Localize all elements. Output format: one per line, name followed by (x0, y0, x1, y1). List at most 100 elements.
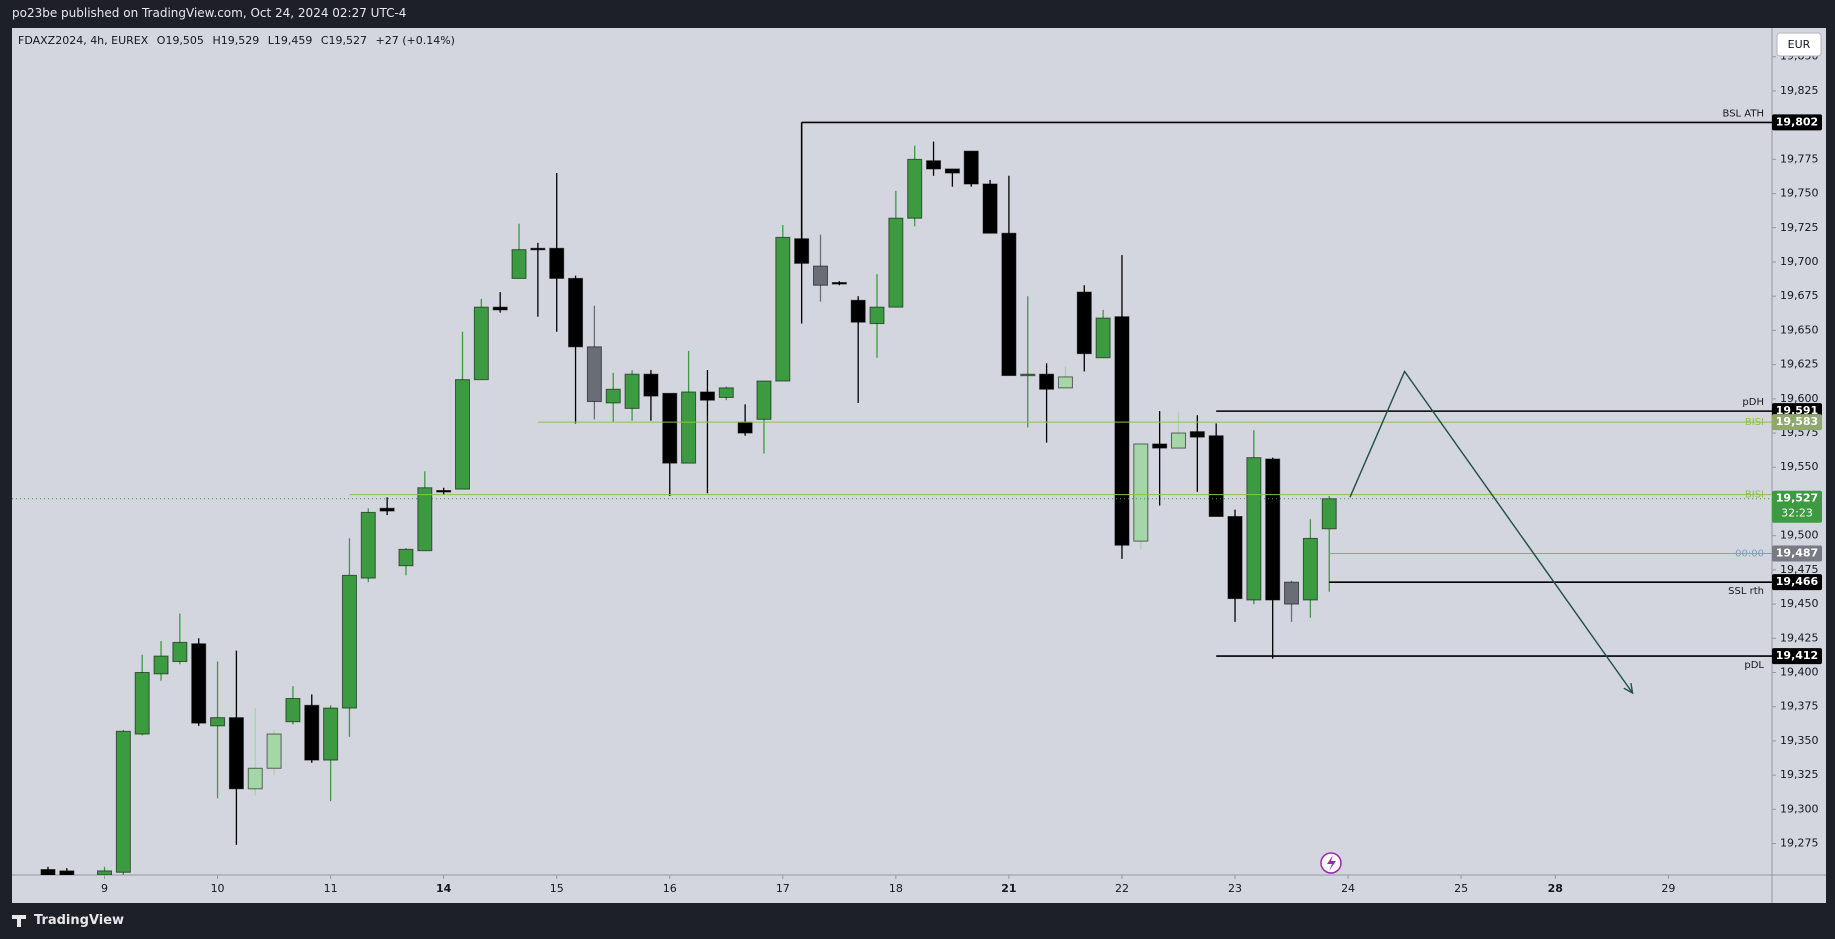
ohlc-open: O19,505 (156, 34, 204, 47)
candle-body (97, 870, 113, 875)
level-label: SSL rth (1728, 586, 1764, 597)
candle-body (1114, 316, 1130, 546)
level-label: pDL (1744, 660, 1764, 671)
ohlc-high: H19,529 (212, 34, 260, 47)
price-badge-label: 19,802 (1776, 115, 1818, 128)
y-tick-label: 19,300 (1780, 802, 1819, 815)
current-price-badge (1772, 490, 1822, 523)
candle-body (360, 511, 376, 579)
x-tick-label: 10 (211, 882, 225, 895)
y-tick-label: 19,825 (1780, 84, 1819, 97)
price-axis (1772, 28, 1826, 875)
brand-logo (12, 915, 26, 927)
candle-body (210, 717, 226, 727)
current-price-label: 19,527 (1776, 492, 1818, 505)
x-tick-label: 18 (889, 882, 903, 895)
price-badge (1772, 574, 1822, 591)
candle-body (473, 306, 489, 381)
candle-body (266, 733, 282, 769)
brand[interactable]: TradingView (34, 913, 125, 928)
x-tick-label: 23 (1228, 882, 1242, 895)
candle-body (59, 870, 75, 875)
currency-badge[interactable] (1776, 32, 1822, 57)
candle-body (982, 183, 998, 234)
y-tick-label: 19,675 (1780, 289, 1819, 302)
candle-body (643, 373, 659, 397)
candle-body (1076, 291, 1092, 355)
y-tick-label: 19,450 (1780, 597, 1819, 610)
candle-body (963, 150, 979, 185)
countdown-label: 32:23 (1781, 507, 1813, 520)
candle-body (285, 697, 301, 723)
y-tick-label: 19,550 (1780, 460, 1819, 473)
y-tick-label: 19,500 (1780, 529, 1819, 542)
x-tick-label: 25 (1454, 882, 1468, 895)
candle-body (926, 160, 942, 170)
publisher-line: po23be published on TradingView.com, Oct… (12, 6, 407, 20)
candle-body (1020, 373, 1036, 377)
price-badge (1772, 545, 1822, 562)
candle-body (699, 391, 715, 401)
candle-body (172, 641, 188, 663)
y-tick-label: 19,475 (1780, 563, 1819, 576)
alert-icon-bolt (1327, 855, 1336, 871)
candle-body (812, 265, 828, 286)
level-label: BISI (1745, 417, 1764, 428)
x-tick-label: 17 (776, 882, 790, 895)
candle-body (944, 168, 960, 174)
y-tick-label: 19,725 (1780, 221, 1819, 234)
y-tick-label: 19,425 (1780, 631, 1819, 644)
projection-arrowhead (1623, 683, 1634, 695)
x-tick-label: 28 (1548, 882, 1563, 895)
candle-body (228, 717, 244, 790)
x-tick-label: 16 (663, 882, 677, 895)
symbol[interactable]: FDAXZ2024, 4h, EUREX (18, 34, 149, 47)
candle-body (115, 730, 131, 873)
candle-body (1246, 457, 1262, 601)
candle-body (1208, 435, 1224, 517)
price-badge (1772, 114, 1822, 131)
price-badge-label: 19,466 (1776, 575, 1819, 588)
candle-body (1095, 317, 1111, 359)
candle-body (1039, 373, 1055, 390)
candle-body (1170, 432, 1186, 449)
candle-body (1001, 232, 1017, 377)
x-tick-label: 22 (1115, 882, 1129, 895)
candle-body (1133, 443, 1149, 542)
candle-body (907, 158, 923, 219)
symbol-legend: FDAXZ2024, 4h, EUREX O19,505 H19,529 L19… (18, 34, 460, 47)
y-tick-label: 19,750 (1780, 187, 1819, 200)
y-tick-label: 19,775 (1780, 152, 1819, 165)
level-label: BSL ATH (1723, 108, 1764, 119)
x-tick-label: 21 (1001, 882, 1016, 895)
time-axis (12, 875, 1826, 903)
candle-body (304, 704, 320, 761)
candle-body (341, 574, 357, 709)
y-tick-label: 19,325 (1780, 768, 1819, 781)
candle-body (134, 671, 150, 735)
candle-body (511, 249, 527, 279)
level-label: 00:00 (1735, 548, 1764, 559)
price-badge-label: 19,591 (1776, 404, 1818, 417)
candle-body (247, 767, 263, 790)
candle-body (681, 391, 697, 464)
y-tick-label: 19,350 (1780, 734, 1819, 747)
candle-body (1227, 515, 1243, 600)
candle-body (1057, 376, 1073, 389)
candle-body (455, 379, 471, 490)
x-tick-label: 14 (436, 882, 452, 895)
candle-body (549, 247, 565, 279)
candle-body (850, 299, 866, 323)
candle-body (586, 346, 602, 403)
candle-body (888, 217, 904, 308)
price-badge (1772, 414, 1822, 431)
candle-body (40, 869, 56, 875)
y-tick-label: 19,275 (1780, 837, 1819, 850)
candle-body (794, 238, 810, 264)
ohlc-change: +27 (+0.14%) (375, 34, 455, 47)
y-tick-label: 19,700 (1780, 255, 1819, 268)
candle-body (718, 387, 734, 398)
y-tick-label: 19,400 (1780, 665, 1819, 678)
